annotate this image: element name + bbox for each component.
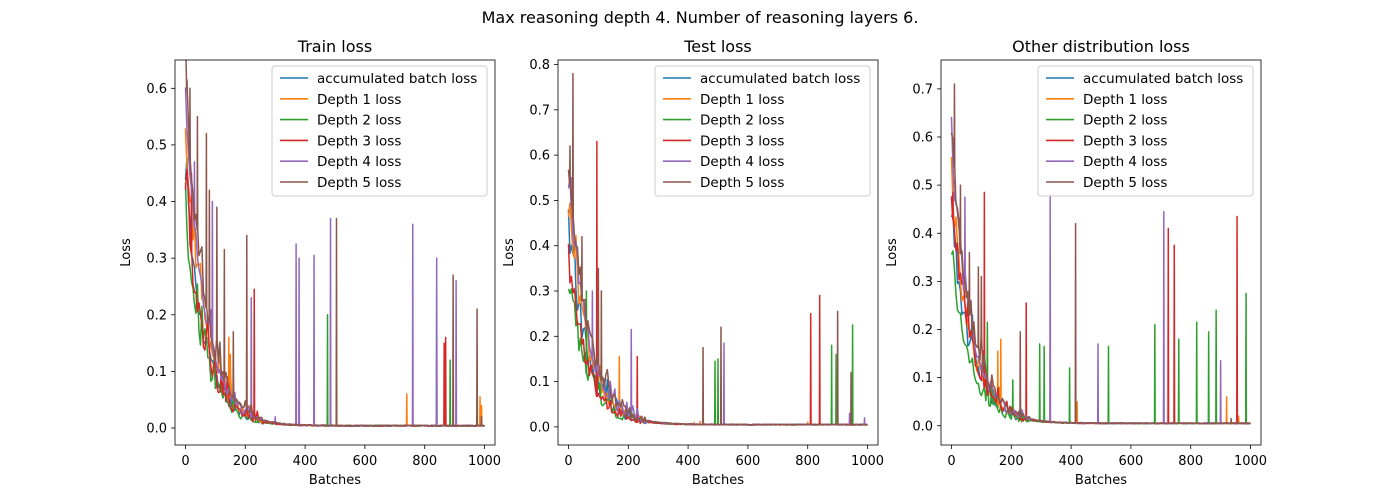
x-tick-label: 200 — [999, 454, 1024, 469]
legend-label: Depth 4 loss — [317, 154, 401, 170]
x-tick-label: 0 — [564, 454, 572, 469]
legend-label: Depth 3 loss — [317, 133, 401, 149]
y-axis-label: Loss — [119, 238, 134, 267]
y-tick-label: 0.5 — [146, 138, 167, 153]
legend-label: Depth 5 loss — [700, 175, 784, 191]
x-tick-label: 200 — [233, 454, 258, 469]
x-tick-label: 1000 — [468, 454, 501, 469]
subplot-3: 0 200 400 600 800 1000 0.0 0.1 0.2 0.3 0.4 0.5 0.6 0.… — [885, 37, 1267, 488]
x-tick-label: 1000 — [851, 454, 884, 469]
series-line-6 — [185, 60, 485, 428]
legend-label: Depth 4 loss — [700, 154, 784, 170]
legend-box — [271, 65, 488, 197]
y-tick-label: 0.5 — [912, 179, 933, 194]
plot-area — [950, 83, 1251, 425]
x-tick-label: 800 — [795, 454, 820, 469]
x-tick-label: 0 — [947, 454, 955, 469]
series-line-3 — [184, 182, 485, 428]
plot-area — [567, 72, 868, 426]
y-tick-label: 0.0 — [912, 419, 933, 434]
subplot-title: Train loss — [297, 37, 372, 56]
y-tick-label: 0.0 — [529, 420, 550, 435]
subplot-1: 0 200 400 600 800 1000 0.0 0.1 0.2 0.3 0.4 0.5 0.6 Tr… — [119, 37, 501, 488]
legend-label: accumulated batch loss — [1083, 71, 1243, 87]
x-tick-label: 600 — [735, 454, 760, 469]
x-tick-label: 600 — [1118, 454, 1143, 469]
x-tick-label: 600 — [352, 454, 377, 469]
x-tick-label: 400 — [293, 454, 318, 469]
axes-frame — [940, 59, 1262, 446]
series-line-2 — [950, 156, 1251, 425]
legend: accumulated batch loss Depth 1 loss Depth … — [271, 65, 488, 197]
legend-label: Depth 2 loss — [700, 113, 784, 129]
y-tick-label: 0.1 — [529, 375, 550, 390]
legend: accumulated batch loss Depth 1 loss Depth … — [1037, 65, 1254, 197]
x-axis-label: Batches — [1075, 473, 1127, 488]
x-tick-label: 400 — [1059, 454, 1084, 469]
legend-label: Depth 5 loss — [317, 175, 401, 191]
y-tick-label: 0.6 — [146, 82, 167, 97]
y-tick-label: 0.2 — [912, 323, 933, 338]
figure-suptitle: Max reasoning depth 4. Number of reasoni… — [481, 8, 919, 27]
y-tick-label: 0.8 — [529, 58, 550, 73]
legend-label: Depth 2 loss — [1083, 113, 1167, 129]
y-tick-label: 0.0 — [146, 422, 167, 437]
y-tick-label: 0.4 — [912, 227, 933, 242]
x-tick-label: 200 — [616, 454, 641, 469]
legend-label: Depth 5 loss — [1083, 175, 1167, 191]
y-tick-label: 0.1 — [146, 365, 167, 380]
y-tick-label: 0.2 — [146, 308, 167, 323]
subplot-title: Other distribution loss — [1012, 37, 1190, 56]
series-line-6 — [950, 83, 1251, 425]
legend-label: accumulated batch loss — [317, 71, 477, 87]
series-line-4 — [950, 191, 1251, 425]
plot-area — [184, 60, 485, 428]
legend-label: accumulated batch loss — [700, 71, 860, 87]
legend-label: Depth 3 loss — [700, 133, 784, 149]
y-tick-label: 0.3 — [912, 275, 933, 290]
x-tick-label: 0 — [181, 454, 189, 469]
y-tick-label: 0.4 — [529, 239, 550, 254]
y-axis-label: Loss — [885, 238, 900, 267]
subplot-title: Test loss — [683, 37, 752, 56]
subplot-2: 0 200 400 600 800 1000 0.0 0.1 0.2 0.3 0.4 0.5 0.6 0.… — [502, 37, 884, 488]
axes-frame — [557, 59, 879, 446]
legend-label: Depth 3 loss — [1083, 133, 1167, 149]
y-tick-label: 0.2 — [529, 330, 550, 345]
legend-label: Depth 4 loss — [1083, 154, 1167, 170]
y-tick-label: 0.6 — [912, 131, 933, 146]
legend-box — [654, 65, 871, 197]
legend-box — [1037, 65, 1254, 197]
y-tick-label: 0.3 — [529, 285, 550, 300]
y-tick-label: 0.7 — [912, 82, 933, 97]
legend-label: Depth 1 loss — [700, 92, 784, 108]
y-tick-label: 0.6 — [529, 149, 550, 164]
y-tick-label: 0.5 — [529, 194, 550, 209]
legend-label: Depth 2 loss — [317, 113, 401, 129]
series-line-6 — [567, 72, 868, 426]
legend-label: Depth 1 loss — [1083, 92, 1167, 108]
x-axis-label: Batches — [692, 473, 744, 488]
y-axis-label: Loss — [502, 238, 517, 267]
y-tick-label: 0.7 — [529, 103, 550, 118]
x-axis-label: Batches — [309, 473, 361, 488]
legend: accumulated batch loss Depth 1 loss Depth … — [654, 65, 871, 197]
x-tick-label: 800 — [1178, 454, 1203, 469]
x-tick-label: 1000 — [1234, 454, 1267, 469]
y-tick-label: 0.4 — [146, 195, 167, 210]
y-tick-label: 0.3 — [146, 252, 167, 267]
axes-frame — [174, 59, 496, 446]
series-line-1 — [950, 211, 1251, 425]
x-tick-label: 800 — [412, 454, 437, 469]
x-tick-label: 400 — [676, 454, 701, 469]
y-tick-label: 0.1 — [912, 371, 933, 386]
legend-label: Depth 1 loss — [317, 92, 401, 108]
